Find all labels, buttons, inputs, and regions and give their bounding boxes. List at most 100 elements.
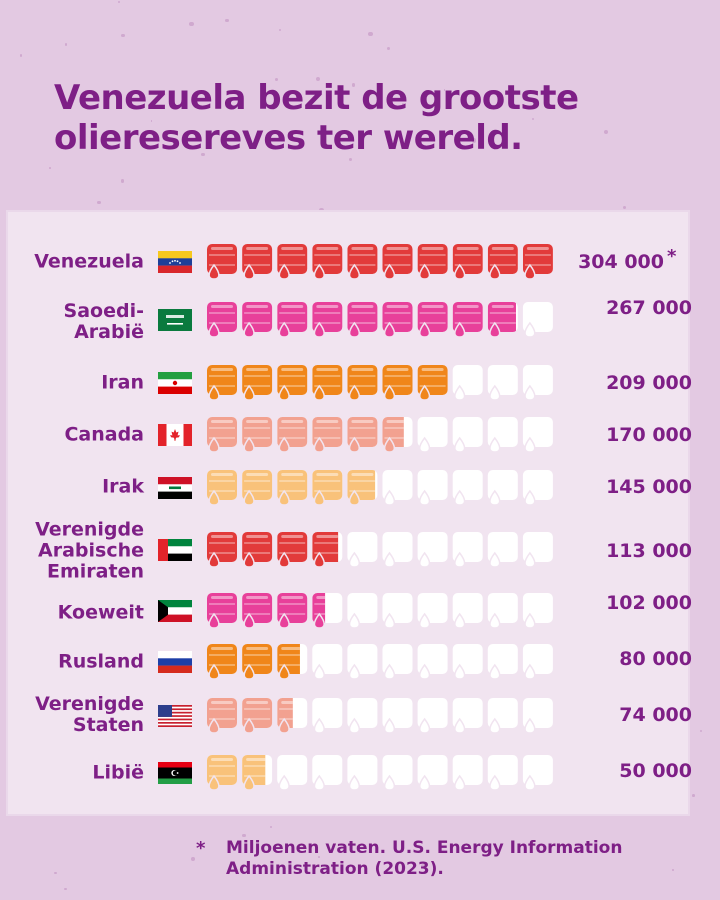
barrel-saudi-arabia-1 bbox=[207, 302, 237, 338]
barrel-filled-part bbox=[242, 698, 273, 734]
barrel-uae-7 bbox=[417, 532, 448, 568]
barrel-kuwait-9 bbox=[487, 593, 518, 629]
flag-russia bbox=[158, 651, 192, 673]
barrel-filled-part bbox=[207, 644, 237, 680]
barrel-filled-part bbox=[347, 365, 378, 401]
barrel-canada-10 bbox=[522, 417, 553, 453]
background-speck bbox=[48, 166, 51, 169]
barrel-russia-5 bbox=[347, 644, 378, 680]
barrel-iraq-3 bbox=[277, 470, 308, 506]
barrel-filled-part bbox=[312, 532, 339, 568]
background-speck bbox=[692, 793, 696, 797]
barrel-uae-2 bbox=[242, 532, 273, 568]
barrel-canada-9 bbox=[487, 417, 518, 453]
barrel-saudi-arabia-9 bbox=[487, 302, 518, 338]
barrel-iran-7 bbox=[417, 365, 448, 401]
title-line-2: olieresereves ter wereld. bbox=[54, 118, 523, 158]
barrel-empty-part bbox=[522, 755, 553, 791]
barrel-empty-part bbox=[487, 644, 518, 680]
barrel-canada-5 bbox=[347, 417, 378, 453]
barrel-filled-part bbox=[207, 302, 237, 338]
barrel-empty-part bbox=[347, 593, 378, 629]
flag-iraq bbox=[158, 477, 192, 499]
value-footnote-marker: * bbox=[667, 246, 677, 267]
barrel-filled-part bbox=[242, 417, 273, 453]
barrel-usa-9 bbox=[487, 698, 518, 734]
country-label-venezuela: Venezuela bbox=[34, 250, 144, 273]
barrel-libya-4 bbox=[312, 755, 343, 791]
barrel-kuwait-8 bbox=[452, 593, 483, 629]
flag-saudi-arabia bbox=[158, 309, 192, 331]
barrel-russia-8 bbox=[452, 644, 483, 680]
barrel-filled-part bbox=[277, 244, 308, 280]
barrel-empty-part bbox=[452, 532, 483, 568]
barrel-venezuela-6 bbox=[382, 244, 413, 280]
barrel-filled-part bbox=[312, 302, 343, 338]
footnote-text: Miljoenen vaten. U.S. Energy Information… bbox=[226, 838, 623, 879]
barrel-canada-1 bbox=[207, 417, 237, 453]
barrel-filled-part bbox=[242, 302, 273, 338]
barrel-empty-part bbox=[417, 470, 448, 506]
barrel-iran-9 bbox=[487, 365, 518, 401]
background-speck bbox=[368, 31, 373, 36]
barrel-empty-part bbox=[417, 644, 448, 680]
value-label-usa: 74 000 bbox=[619, 704, 692, 726]
barrel-empty-part bbox=[382, 755, 413, 791]
background-speck bbox=[275, 78, 279, 82]
barrel-empty-part bbox=[347, 755, 378, 791]
barrel-saudi-arabia-3 bbox=[277, 302, 308, 338]
barrel-uae-5 bbox=[347, 532, 378, 568]
barrel-kuwait-4 bbox=[312, 593, 343, 629]
barrel-filled-part bbox=[242, 644, 273, 680]
barrel-empty-part bbox=[382, 593, 413, 629]
barrel-empty-part bbox=[487, 417, 518, 453]
background-speck bbox=[351, 83, 356, 87]
barrel-filled-part bbox=[207, 244, 237, 280]
barrel-filled-part bbox=[277, 417, 308, 453]
barrel-usa-4 bbox=[312, 698, 343, 734]
barrel-empty-part bbox=[277, 755, 308, 791]
value-label-russia: 80 000 bbox=[619, 648, 692, 670]
barrel-uae-1 bbox=[207, 532, 237, 568]
barrel-iraq-8 bbox=[452, 470, 483, 506]
barrel-empty-part bbox=[522, 532, 553, 568]
barrel-filled-part bbox=[277, 532, 308, 568]
barrel-venezuela-8 bbox=[452, 244, 483, 280]
barrel-iraq-9 bbox=[487, 470, 518, 506]
country-label-libya: Libië bbox=[92, 761, 144, 784]
page-title: Venezuela bezit de grootste olieresereve… bbox=[54, 78, 674, 158]
barrel-filled-part bbox=[487, 302, 516, 338]
barrel-canada-4 bbox=[312, 417, 343, 453]
barrel-libya-3 bbox=[277, 755, 308, 791]
barrel-uae-8 bbox=[452, 532, 483, 568]
barrel-iraq-6 bbox=[382, 470, 413, 506]
barrel-filled-part bbox=[312, 417, 343, 453]
barrel-filled-part bbox=[347, 302, 378, 338]
barrel-empty-part bbox=[487, 365, 518, 401]
background-speck bbox=[622, 205, 627, 210]
barrel-empty-part bbox=[487, 698, 518, 734]
barrel-empty-part bbox=[417, 532, 448, 568]
barrel-canada-2 bbox=[242, 417, 273, 453]
barrel-filled-part bbox=[312, 365, 343, 401]
barrel-uae-10 bbox=[522, 532, 553, 568]
barrel-iraq-4 bbox=[312, 470, 343, 506]
barrel-filled-part bbox=[347, 470, 376, 506]
barrel-canada-8 bbox=[452, 417, 483, 453]
barrel-iran-10 bbox=[522, 365, 553, 401]
barrel-libya-9 bbox=[487, 755, 518, 791]
barrel-saudi-arabia-7 bbox=[417, 302, 448, 338]
flag-libya bbox=[158, 762, 192, 784]
barrel-venezuela-1 bbox=[207, 244, 237, 280]
barrel-iran-2 bbox=[242, 365, 273, 401]
background-speck bbox=[421, 864, 425, 869]
background-speck bbox=[150, 120, 153, 122]
barrel-filled-part bbox=[382, 244, 413, 280]
footnote-marker: * bbox=[196, 838, 206, 859]
barrel-filled-part bbox=[277, 470, 308, 506]
barrel-filled-part bbox=[207, 755, 237, 791]
barrel-empty-part bbox=[452, 593, 483, 629]
barrel-venezuela-10 bbox=[522, 244, 553, 280]
background-speck bbox=[279, 28, 282, 31]
